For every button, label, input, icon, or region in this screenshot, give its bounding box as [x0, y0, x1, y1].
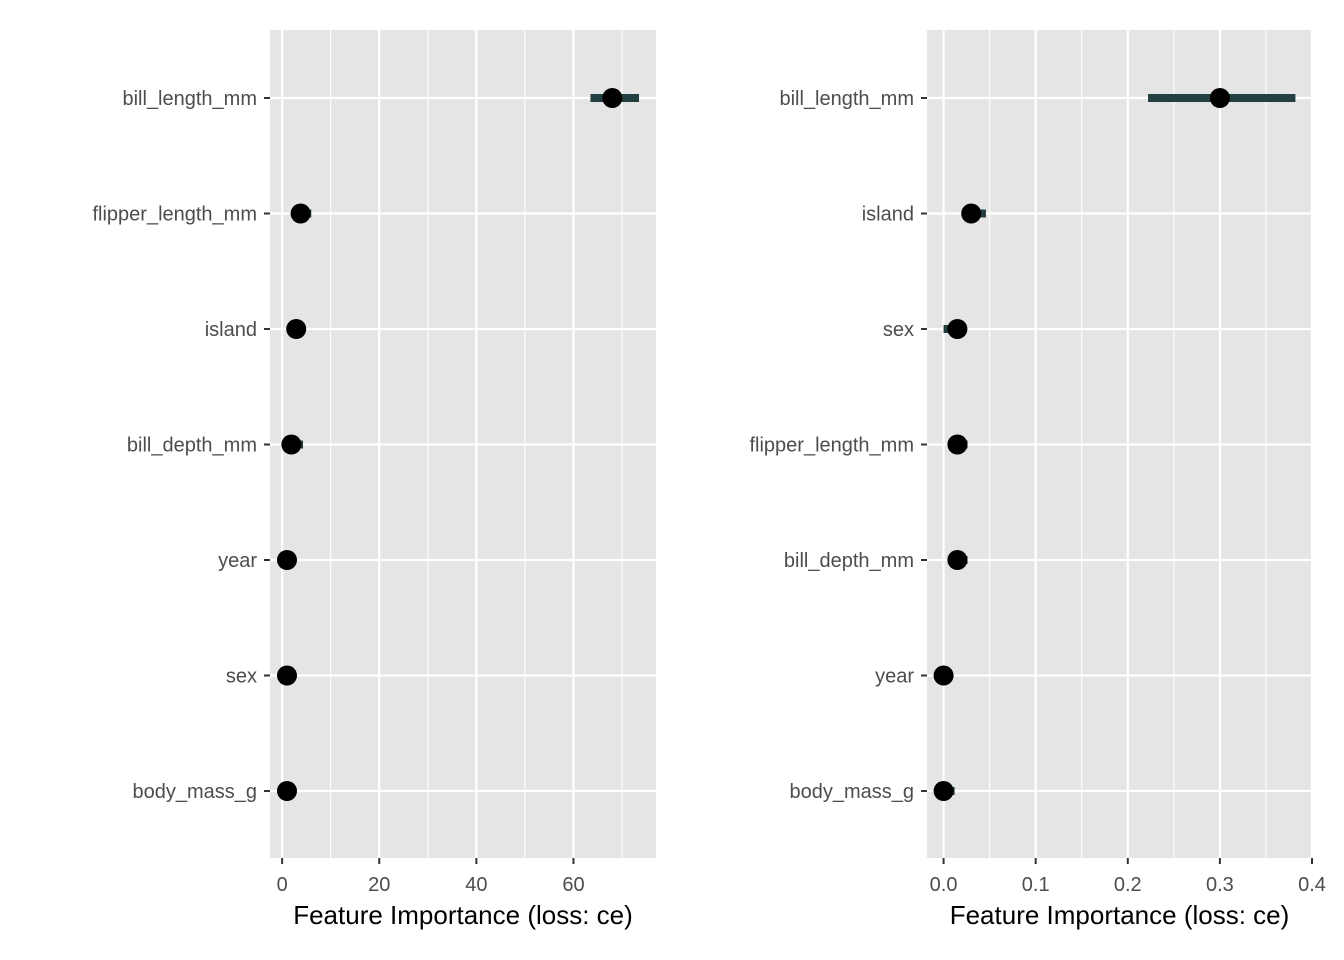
importance-point — [290, 203, 311, 224]
x-tick-label: 0.4 — [1298, 874, 1326, 896]
importance-point — [947, 550, 968, 570]
y-tick-label: flipper_length_mm — [92, 204, 257, 226]
y-tick-label: island — [205, 319, 257, 341]
importance-point — [276, 665, 297, 686]
importance-point — [947, 319, 968, 339]
x-tick-label: 40 — [465, 874, 487, 896]
x-tick-label: 0.1 — [1022, 874, 1050, 896]
x-axis-title: Feature Importance (loss: ce) — [293, 900, 633, 930]
importance-point — [286, 319, 307, 339]
importance-point — [281, 434, 302, 455]
importance-point — [933, 781, 954, 801]
y-tick-label: island — [862, 204, 914, 226]
y-tick-label: bill_depth_mm — [784, 550, 914, 572]
y-tick-label: bill_depth_mm — [127, 435, 257, 457]
y-tick-label: year — [218, 550, 257, 572]
y-tick-label: bill_length_mm — [779, 88, 914, 110]
y-tick-label: year — [875, 666, 914, 688]
importance-point — [961, 203, 982, 224]
y-tick-label: sex — [883, 319, 914, 341]
y-tick-label: body_mass_g — [789, 781, 914, 803]
x-tick-label: 0.2 — [1114, 874, 1142, 896]
importance-point — [933, 665, 954, 686]
y-tick-label: sex — [226, 666, 257, 688]
importance-point — [276, 781, 297, 801]
x-tick-label: 20 — [368, 874, 390, 896]
y-tick-label: flipper_length_mm — [749, 435, 914, 457]
x-tick-label: 0 — [277, 874, 288, 896]
y-tick-label: bill_length_mm — [122, 88, 257, 110]
y-tick-label: body_mass_g — [132, 781, 257, 803]
x-tick-label: 0.3 — [1206, 874, 1234, 896]
importance-point — [602, 88, 623, 108]
importance-point — [1209, 88, 1230, 108]
importance-point — [947, 434, 968, 455]
x-tick-label: 0.0 — [930, 874, 958, 896]
x-tick-label: 60 — [562, 874, 584, 896]
importance-point — [276, 550, 297, 570]
x-axis-title: Feature Importance (loss: ce) — [950, 900, 1290, 930]
